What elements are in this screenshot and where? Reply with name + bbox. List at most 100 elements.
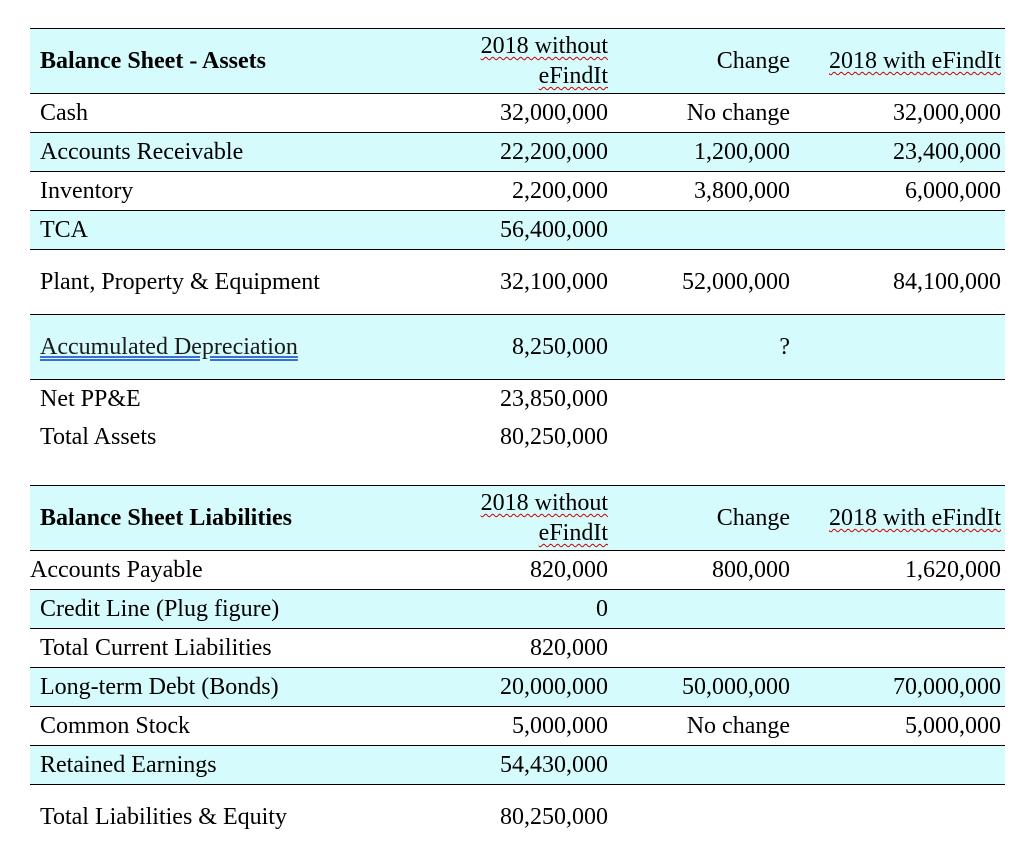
cell xyxy=(800,784,1005,849)
cell-text: 80,250,000 xyxy=(500,804,608,830)
cell-text: 5,000,000 xyxy=(905,713,1001,739)
row-label: Common Stock xyxy=(30,706,420,746)
cell-text: Accounts Payable xyxy=(30,557,203,583)
cell xyxy=(612,379,800,418)
cell-text: 5,000,000 xyxy=(512,713,608,739)
cell: 32,000,000 xyxy=(800,93,1005,133)
row-label: Long-term Debt (Bonds) xyxy=(30,667,420,707)
table-row: Cash 32,000,000 No change 32,000,000 xyxy=(30,93,1005,133)
cell xyxy=(612,589,800,629)
cell-text: Common Stock xyxy=(40,713,191,739)
cell: 20,000,000 xyxy=(420,667,612,707)
cell: 820,000 xyxy=(420,628,612,668)
cell: 2018 with eFindIt xyxy=(800,485,1005,551)
cell-text: Net PP&E xyxy=(40,386,141,412)
cell-text: 6,000,000 xyxy=(905,178,1001,204)
cell: 2018 without eFindIt xyxy=(420,28,612,94)
cell-text: 23,400,000 xyxy=(893,139,1001,165)
cell-text: 820,000 xyxy=(530,635,608,661)
table-row: Accounts Receivable 22,200,000 1,200,000 23… xyxy=(30,132,1005,172)
cell xyxy=(800,314,1005,380)
cell-text: 56,400,000 xyxy=(500,217,608,243)
cell-text: TCA xyxy=(40,217,88,243)
cell: 6,000,000 xyxy=(800,171,1005,211)
table-row: Net PP&E 23,850,000 xyxy=(30,379,1005,418)
row-label: Plant, Property & Equipment xyxy=(30,249,420,315)
cell: 80,250,000 xyxy=(420,784,612,849)
row-label: Accumulated Depreciation xyxy=(30,314,420,380)
cell: 23,850,000 xyxy=(420,379,612,418)
cell xyxy=(612,628,800,668)
cell-text: Long-term Debt (Bonds) xyxy=(40,674,279,700)
cell: 84,100,000 xyxy=(800,249,1005,315)
cell-text: 50,000,000 xyxy=(682,674,790,700)
cell-text: Total Liabilities & Equity xyxy=(40,804,287,830)
table-row: Common Stock 5,000,000 No change 5,000,000 xyxy=(30,706,1005,746)
cell: 1,200,000 xyxy=(612,132,800,172)
cell-text: No change xyxy=(686,100,790,126)
cell-text: ? xyxy=(779,334,790,360)
cell: 56,400,000 xyxy=(420,210,612,250)
liabilities-table: Balance Sheet Liabilities 2018 without eF… xyxy=(30,485,1005,849)
cell: 5,000,000 xyxy=(800,706,1005,746)
cell: 32,100,000 xyxy=(420,249,612,315)
row-label: Retained Earnings xyxy=(30,745,420,785)
cell xyxy=(800,745,1005,785)
row-label: Cash xyxy=(30,93,420,133)
table-row: Inventory 2,200,000 3,800,000 6,000,000 xyxy=(30,171,1005,211)
cell-text: Retained Earnings xyxy=(40,752,217,778)
row-label: Balance Sheet - Assets xyxy=(30,28,420,94)
table-row: TCA 56,400,000 xyxy=(30,210,1005,250)
cell xyxy=(612,745,800,785)
table-row: Accounts Payable 820,000 800,000 1,620,000 xyxy=(30,550,1005,590)
cell-text: 54,430,000 xyxy=(500,752,608,778)
cell-text: 1,620,000 xyxy=(905,557,1001,583)
cell-text: Cash xyxy=(40,100,88,126)
row-label: Total Current Liabilities xyxy=(30,628,420,668)
cell-text: 3,800,000 xyxy=(694,178,790,204)
cell-text: 2,200,000 xyxy=(512,178,608,204)
cell xyxy=(800,379,1005,418)
cell-text: Accumulated Depreciation xyxy=(40,334,298,360)
cell: No change xyxy=(612,93,800,133)
cell: Change xyxy=(612,28,800,94)
cell-text: 52,000,000 xyxy=(682,269,790,295)
cell xyxy=(800,418,1005,456)
table-row: Plant, Property & Equipment 32,100,000 52,… xyxy=(30,249,1005,315)
cell xyxy=(612,784,800,849)
row-label: Credit Line (Plug figure) xyxy=(30,589,420,629)
cell: ? xyxy=(612,314,800,380)
cell-text: 8,250,000 xyxy=(512,334,608,360)
cell: 800,000 xyxy=(612,550,800,590)
cell-text: 84,100,000 xyxy=(893,269,1001,295)
cell-text: Balance Sheet - Assets xyxy=(40,48,266,74)
header-row: Balance Sheet - Assets 2018 without eFind… xyxy=(30,28,1005,94)
cell-text: Inventory xyxy=(40,178,134,204)
cell: 2018 with eFindIt xyxy=(800,28,1005,94)
cell: Change xyxy=(612,485,800,551)
cell-text: 32,000,000 xyxy=(500,100,608,126)
cell: 2018 without eFindIt xyxy=(420,485,612,551)
cell xyxy=(800,210,1005,250)
cell: 22,200,000 xyxy=(420,132,612,172)
row-label: TCA xyxy=(30,210,420,250)
row-label: Accounts Receivable xyxy=(30,132,420,172)
cell-text: Change xyxy=(716,505,790,531)
cell: No change xyxy=(612,706,800,746)
cell xyxy=(612,210,800,250)
cell: 54,430,000 xyxy=(420,745,612,785)
cell xyxy=(800,628,1005,668)
table-row: Total Liabilities & Equity 80,250,000 xyxy=(30,784,1005,849)
cell xyxy=(800,589,1005,629)
cell: 52,000,000 xyxy=(612,249,800,315)
cell: 8,250,000 xyxy=(420,314,612,380)
table-row: Credit Line (Plug figure) 0 xyxy=(30,589,1005,629)
table-row: Total Current Liabilities 820,000 xyxy=(30,628,1005,668)
header-row: Balance Sheet Liabilities 2018 without eF… xyxy=(30,485,1005,551)
row-label: Accounts Payable xyxy=(30,550,420,590)
cell-text: 2018 with eFindIt xyxy=(829,48,1001,74)
cell-text: 80,250,000 xyxy=(500,424,608,450)
cell-text: Credit Line (Plug figure) xyxy=(40,596,280,622)
cell-text: 820,000 xyxy=(530,557,608,583)
